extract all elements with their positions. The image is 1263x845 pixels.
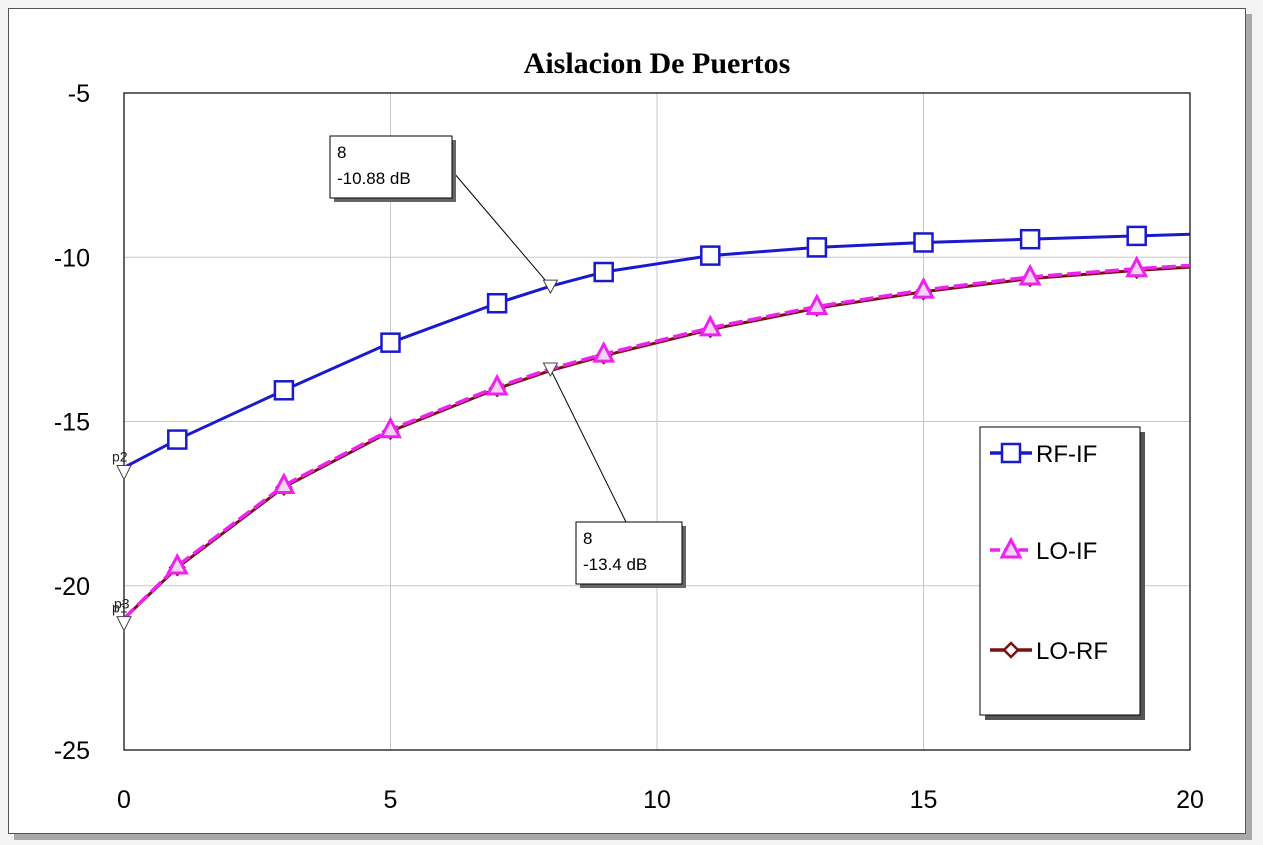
callout-x-value: 8 — [583, 529, 592, 548]
data-point — [700, 245, 721, 266]
x-tick-label: 5 — [384, 786, 398, 814]
callout-box — [329, 135, 453, 199]
callout-y-value: -10.88 dB — [337, 169, 411, 188]
tick-labels: 0 5 10 15 20 -5 -10 -15 -20 -25 — [54, 80, 1204, 814]
legend-item-rf-if[interactable]: RF-IF — [990, 441, 1097, 468]
marker-triangle — [116, 464, 132, 481]
data-point — [1125, 255, 1149, 278]
data-point — [165, 552, 189, 575]
plot-area — [123, 92, 1191, 751]
callout-marker — [542, 362, 559, 377]
legend-label: LO-RF — [1036, 638, 1108, 665]
x-tick-label: 20 — [1176, 786, 1204, 814]
series-rf-if — [123, 225, 1191, 469]
data-point — [486, 292, 508, 314]
data-point — [379, 416, 402, 439]
data-point — [912, 276, 935, 299]
legend-label: RF-IF — [1036, 441, 1097, 468]
marker-label: p2 — [112, 448, 128, 464]
data-point — [167, 429, 188, 450]
callout-box — [575, 521, 683, 585]
data-point — [272, 472, 296, 495]
callout-1: 8 -10.88 dB — [329, 135, 559, 295]
y-tick-label: -15 — [54, 409, 90, 437]
callout-marker — [542, 279, 559, 295]
y-tick-label: -10 — [54, 244, 90, 272]
callout-leader — [447, 165, 551, 287]
x-tick-label: 15 — [910, 786, 938, 814]
x-tick-label: 0 — [117, 786, 131, 814]
x-tick-label: 10 — [643, 786, 671, 814]
y-tick-label: -20 — [54, 573, 90, 601]
callout-x-value: 8 — [337, 143, 346, 162]
data-point — [698, 314, 722, 337]
legend-swatch-marker — [1000, 442, 1022, 464]
data-point — [1126, 225, 1147, 247]
y-tick-label: -25 — [54, 737, 90, 765]
legend-swatch-marker — [1002, 641, 1020, 659]
legend-item-lo-rf[interactable]: LO-RF — [990, 638, 1108, 665]
data-point — [1019, 228, 1041, 250]
data-point — [805, 293, 829, 316]
data-point — [806, 237, 828, 258]
data-point — [485, 373, 509, 396]
y-tick-label: -5 — [68, 80, 90, 108]
legend-swatch-marker — [999, 536, 1023, 559]
legend[interactable]: RF-IF LO-IF LO-RF — [979, 426, 1145, 720]
series-layer — [122, 225, 1191, 620]
data-point — [273, 380, 295, 401]
marker-label: p3 — [114, 596, 130, 612]
legend-box — [979, 426, 1141, 716]
series-lo-if — [122, 255, 1191, 620]
data-point — [1018, 263, 1042, 286]
marker-triangle — [116, 616, 132, 632]
callout-2: 8 -13.4 dB — [542, 362, 686, 588]
marker-label: p1 — [112, 600, 128, 616]
callout-y-value: -13.4 dB — [583, 555, 647, 574]
data-point — [592, 340, 616, 363]
legend-label: LO-IF — [1036, 538, 1097, 565]
legend-item-lo-if[interactable]: LO-IF — [990, 536, 1097, 565]
chart-title: Aislacion De Puertos — [524, 47, 791, 80]
data-point — [913, 232, 934, 253]
data-point — [380, 332, 401, 353]
callout-leader — [549, 368, 627, 523]
data-point — [593, 261, 614, 283]
